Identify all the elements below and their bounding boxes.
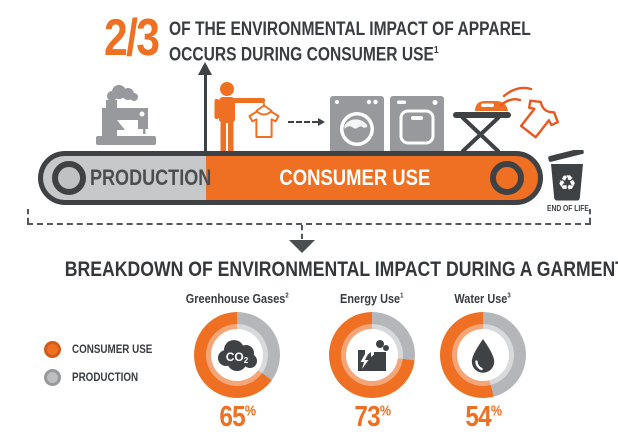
transfer-arrow-head-icon	[318, 118, 325, 126]
donut-center: CO2	[211, 329, 263, 381]
donut-percent: 73%	[354, 401, 391, 433]
dryer-icon	[390, 96, 444, 154]
donut-center	[346, 329, 398, 381]
svg-text:♻: ♻	[558, 171, 577, 195]
recycle-bin-icon: ♻	[548, 150, 584, 201]
donut-chart-greenhouse: CO2	[194, 312, 280, 398]
legend-production-dot-icon	[44, 368, 61, 386]
donut-title: Water Use3	[454, 291, 512, 306]
ironing-board-icon	[453, 101, 511, 153]
bracket-left-tick	[27, 209, 29, 223]
bracket-center-drop	[301, 225, 303, 239]
belt-roller-right-icon	[490, 161, 524, 195]
legend-consumer-label: CONSUMER USE	[72, 342, 153, 356]
fraction-statistic: 2/3	[104, 9, 160, 67]
person-holding-shirt-icon	[214, 82, 280, 152]
water-drop-icon	[471, 339, 495, 373]
end-of-life-label: END OF LIFE	[547, 204, 589, 213]
donut-title: Energy Use1	[340, 291, 404, 306]
bracket-dashed-line	[27, 223, 591, 225]
svg-text:CO2: CO2	[226, 350, 249, 365]
consumer-use-segment	[206, 156, 538, 200]
donut-greenhouse-gases: Greenhouse Gases2 CO2 65%	[172, 291, 302, 434]
legend-production: PRODUCTION	[44, 368, 153, 386]
down-arrow-icon	[289, 240, 315, 253]
donut-percent: 54%	[465, 401, 502, 433]
breakdown-title: BREAKDOWN OF ENVIRONMENTAL IMPACT DURING…	[64, 258, 618, 281]
headline-line2: OCCURS DURING CONSUMER USE1	[169, 44, 439, 66]
donut-chart-energy	[329, 312, 415, 398]
legend-production-label: PRODUCTION	[72, 370, 139, 384]
consumer-use-label: CONSUMER USE	[279, 165, 431, 190]
legend-consumer-dot-icon	[44, 340, 61, 358]
headline: OF THE ENVIRONMENTAL IMPACT OF APPAREL O…	[169, 19, 610, 65]
energy-factory-icon	[358, 340, 389, 371]
donut-water-use: Water Use3 54%	[418, 291, 548, 434]
production-label: PRODUCTION	[90, 165, 212, 190]
transfer-dashed-arrow	[288, 121, 318, 123]
lifecycle-timeline-belt: PRODUCTION CONSUMER USE	[38, 151, 543, 205]
donut-chart-water	[440, 312, 526, 398]
up-arrow-line	[204, 74, 207, 152]
belt-roller-left-icon	[52, 161, 86, 195]
legend-consumer-use: CONSUMER USE	[44, 340, 170, 358]
bracket-right-tick	[589, 209, 591, 223]
donut-energy-use: Energy Use1 73%	[307, 291, 437, 434]
washing-machine-icon	[330, 96, 384, 154]
co2-cloud-icon: CO2	[218, 340, 257, 371]
footnote-mark: 1	[433, 45, 439, 56]
donut-center	[457, 329, 509, 381]
up-arrow-icon	[198, 62, 212, 75]
donut-percent: 65%	[219, 401, 256, 433]
headline-line1: OF THE ENVIRONMENTAL IMPACT OF APPAREL	[169, 19, 531, 40]
factory-sewing-machine-icon	[96, 85, 156, 145]
discarded-shirt-icon	[499, 86, 560, 139]
donut-title: Greenhouse Gases2	[185, 291, 289, 306]
